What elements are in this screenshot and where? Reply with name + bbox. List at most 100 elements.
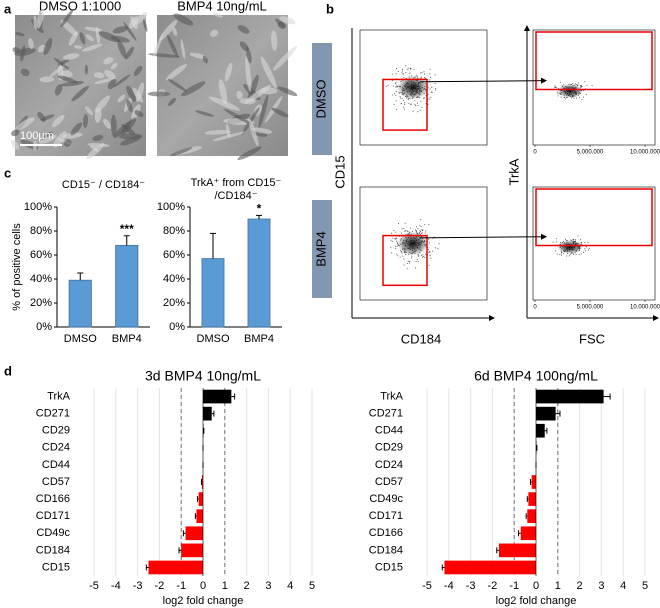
- cell: [51, 114, 65, 128]
- event-dot: [397, 223, 399, 225]
- event-dot: [432, 250, 434, 252]
- event-dot: [396, 237, 398, 239]
- y-tick-label: CD15: [375, 561, 403, 573]
- event-dot: [425, 253, 427, 255]
- x-tick-label: 1: [555, 580, 561, 592]
- panel-label: d: [4, 363, 12, 378]
- cell: [126, 99, 133, 113]
- event-dot: [395, 238, 397, 240]
- cell: [84, 64, 89, 75]
- event-dot: [396, 255, 398, 257]
- event-dot: [404, 104, 406, 106]
- panel-label: c: [4, 165, 11, 180]
- image-title: DMSO 1:1000: [39, 0, 121, 13]
- event-dot: [409, 67, 411, 69]
- y-tick-label: CD184: [369, 544, 403, 556]
- event-dot: [391, 94, 393, 96]
- event-dot: [415, 230, 417, 232]
- event-dot: [430, 96, 432, 98]
- cell: [14, 48, 36, 56]
- event-dot: [423, 97, 425, 99]
- bar: [536, 406, 556, 421]
- cell: [202, 55, 208, 64]
- condition-box: [312, 43, 332, 155]
- cell: [133, 65, 143, 76]
- event-dot: [555, 241, 557, 243]
- cell: [244, 84, 272, 104]
- bar: [520, 526, 536, 541]
- event-dot: [420, 254, 422, 256]
- y-tick-label: 20%: [163, 297, 185, 309]
- event-dot: [435, 247, 437, 249]
- y-tick-label: 100%: [24, 201, 52, 213]
- event-dot: [572, 253, 574, 255]
- event-dot: [420, 219, 422, 221]
- cell: [173, 13, 194, 26]
- cell-texture: [10, 8, 298, 161]
- bar: [528, 492, 536, 506]
- event-dot: [395, 245, 397, 247]
- event-dot: [396, 85, 398, 87]
- event-dot: [401, 68, 403, 70]
- significance: *: [257, 202, 262, 216]
- event-dot: [401, 72, 403, 74]
- y-tick-label: 0%: [169, 321, 185, 333]
- event-dot: [414, 100, 416, 102]
- event-dot: [402, 255, 404, 257]
- cell: [126, 85, 137, 102]
- x-tick-label: -4: [444, 580, 454, 592]
- event-dot: [428, 238, 430, 240]
- event-dot: [399, 256, 401, 258]
- event-dot: [422, 254, 424, 256]
- cell: [60, 8, 74, 28]
- event-dot: [402, 99, 404, 101]
- event-dot: [403, 106, 405, 108]
- event-dot: [396, 253, 398, 255]
- event-dot: [419, 224, 421, 226]
- cell: [93, 72, 105, 79]
- event-dot: [403, 264, 405, 266]
- x-tick-label: 3: [598, 580, 604, 592]
- image-title: BMP4 10ng/mL: [177, 0, 267, 13]
- x-tick-label: -5: [422, 580, 432, 592]
- cell: [28, 38, 34, 50]
- event-dot: [579, 97, 581, 99]
- cell: [33, 15, 38, 30]
- event-dot: [428, 79, 430, 81]
- event-dot: [568, 255, 570, 257]
- tick-label: 0: [533, 305, 537, 311]
- event-dot: [417, 104, 419, 106]
- cell: [53, 58, 69, 70]
- bar: [201, 258, 225, 328]
- event-dot: [407, 98, 409, 100]
- cell: [245, 56, 252, 93]
- cell: [85, 34, 94, 42]
- y-tick-label: CD184: [36, 544, 70, 556]
- event-dot: [424, 224, 426, 226]
- event-dot: [404, 231, 406, 233]
- condition-label: DMSO: [313, 80, 328, 119]
- bar: [181, 543, 203, 558]
- event-dot: [396, 108, 398, 110]
- event-dot: [406, 230, 408, 232]
- cell: [168, 97, 176, 106]
- x-tick-label: 5: [309, 580, 315, 592]
- event-dot: [588, 247, 590, 249]
- event-dot: [405, 65, 407, 67]
- cell: [57, 75, 79, 84]
- event-dot: [390, 246, 392, 248]
- cell: [60, 80, 85, 87]
- cell: [43, 37, 53, 55]
- event-dot: [394, 83, 396, 85]
- event-dot: [402, 73, 404, 75]
- cell: [73, 45, 83, 49]
- cell: [113, 74, 131, 88]
- y-tick-label: CD171: [369, 510, 403, 522]
- event-dot: [575, 83, 577, 85]
- x-tick-label: 2: [577, 580, 583, 592]
- cell: [10, 139, 20, 150]
- event-dot: [556, 253, 558, 255]
- bar: [185, 526, 203, 541]
- plot-frame: [532, 186, 656, 301]
